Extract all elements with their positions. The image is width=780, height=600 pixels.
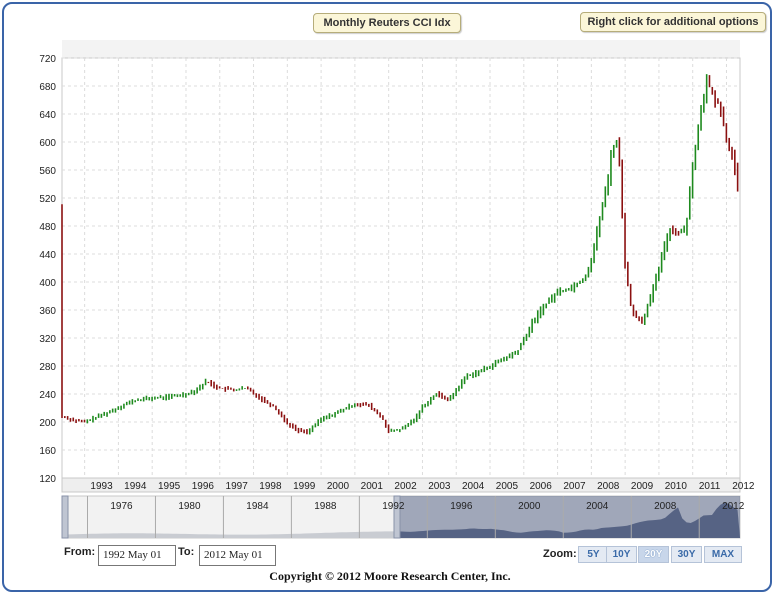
- zoom-30y-button[interactable]: 30Y: [671, 546, 702, 563]
- open-value: 557.50: [203, 43, 238, 55]
- readout-date: May 01, 2012:: [68, 43, 139, 55]
- zoom-10y-button[interactable]: 10Y: [606, 546, 637, 563]
- right-click-options-button[interactable]: Right click for additional options: [580, 12, 766, 32]
- close-label: C:: [341, 43, 354, 55]
- close-value: 508.76: [356, 43, 391, 55]
- chart-title-button[interactable]: Monthly Reuters CCI Idx: [313, 13, 461, 33]
- zoom-5y-button[interactable]: 5Y: [578, 546, 609, 563]
- zoom-label: Zoom:: [543, 548, 577, 560]
- high-value: 559.16: [255, 43, 289, 55]
- zoom-max-button[interactable]: MAX: [704, 546, 742, 563]
- series-square-icon: [148, 44, 156, 52]
- to-date-input[interactable]: 2012 May 01: [199, 545, 276, 566]
- chart-frame: [2, 2, 772, 592]
- zoom-20y-button[interactable]: 20Y: [638, 546, 669, 563]
- low-value: 507.98: [305, 43, 339, 55]
- to-label: To:: [178, 546, 195, 558]
- from-date-input[interactable]: 1992 May 01: [98, 545, 176, 566]
- from-label: From:: [64, 546, 96, 558]
- ohlc-readout: May 01, 2012: MKT: O: 557.50 H: 559.16 L…: [68, 43, 390, 55]
- open-label: O:: [188, 43, 201, 55]
- copyright-notice: Copyright © 2012 Moore Research Center, …: [269, 569, 511, 583]
- low-label: L:: [291, 43, 303, 55]
- high-label: H:: [240, 43, 252, 55]
- readout-symbol: MKT:: [159, 43, 186, 55]
